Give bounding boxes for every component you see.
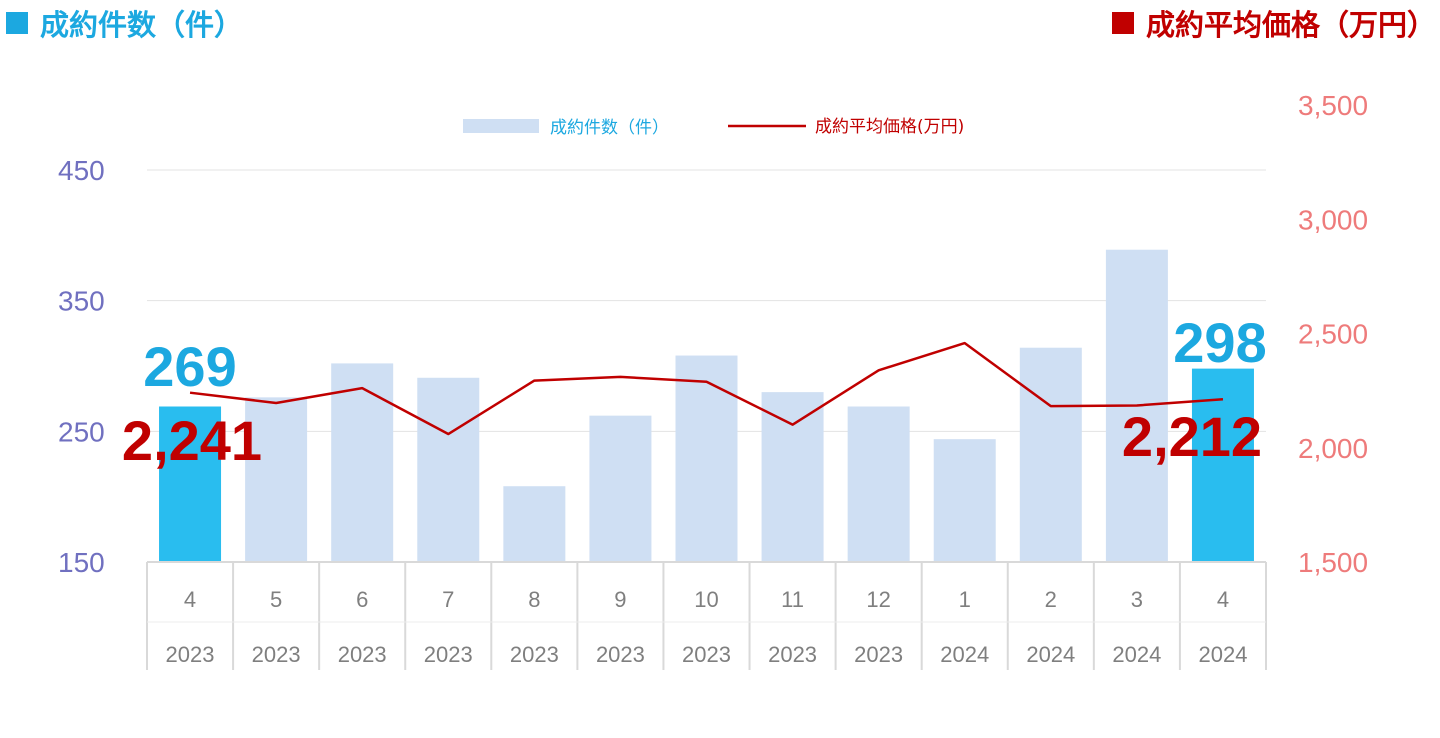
x-tick-month: 9 xyxy=(614,587,626,612)
x-tick-year: 2023 xyxy=(768,642,817,667)
x-tick-year: 2023 xyxy=(854,642,903,667)
right-axis: 3,500 3,000 2,500 2,000 1,500 xyxy=(1298,90,1368,578)
x-tick-year: 2023 xyxy=(682,642,731,667)
last-count-label: 298 xyxy=(1173,311,1266,374)
right-axis-title-text: 成約平均価格（万円） xyxy=(1145,8,1436,42)
right-tick-label: 3,500 xyxy=(1298,90,1368,121)
right-axis-title: 成約平均価格（万円） xyxy=(1111,2,1436,44)
x-tick-year: 2024 xyxy=(1026,642,1075,667)
legend: 成約件数（件） 成約平均価格(万円) xyxy=(463,117,964,138)
bar xyxy=(847,406,910,562)
bar xyxy=(933,439,996,562)
x-axis: 4 2023 5 2023 6 2023 7 2023 8 2023 9 2023 10 2023 11 20… xyxy=(146,561,1267,670)
x-tick-year: 2023 xyxy=(424,642,473,667)
x-tick-year: 2024 xyxy=(1198,642,1247,667)
left-tick-label: 350 xyxy=(58,286,105,317)
x-tick-year: 2023 xyxy=(338,642,387,667)
x-tick-year: 2024 xyxy=(940,642,989,667)
x-tick-month: 1 xyxy=(959,587,971,612)
x-tick-month: 10 xyxy=(694,587,718,612)
x-tick-month: 11 xyxy=(781,587,804,612)
x-tick-month: 4 xyxy=(184,587,196,612)
square-marker-icon xyxy=(6,12,28,34)
bar xyxy=(331,363,394,562)
square-marker-icon xyxy=(1111,12,1134,34)
line-series xyxy=(189,341,1224,436)
left-axis-title: 成約件数（件） xyxy=(6,2,243,44)
legend-label-line: 成約平均価格(万円) xyxy=(815,117,964,137)
x-tick-year: 2023 xyxy=(166,642,215,667)
right-tick-label: 1,500 xyxy=(1298,547,1368,578)
left-tick-label: 250 xyxy=(58,416,105,447)
x-tick-month: 2 xyxy=(1045,587,1057,612)
price-line xyxy=(189,341,1224,436)
x-tick-month: 5 xyxy=(270,587,282,612)
x-tick-month: 12 xyxy=(866,587,890,612)
bar xyxy=(761,392,824,562)
x-tick-year: 2023 xyxy=(252,642,301,667)
last-price-label: 2,212 xyxy=(1122,405,1262,468)
legend-label-bar: 成約件数（件） xyxy=(550,118,669,138)
left-tick-label: 150 xyxy=(58,547,105,578)
x-tick-year: 2024 xyxy=(1112,642,1161,667)
x-tick-month: 8 xyxy=(528,587,540,612)
left-tick-label: 450 xyxy=(58,155,105,186)
right-tick-label: 3,000 xyxy=(1298,204,1368,235)
left-axis-title-text: 成約件数（件） xyxy=(40,8,244,42)
bar xyxy=(159,406,222,562)
x-tick-month: 7 xyxy=(442,587,454,612)
x-tick-month: 6 xyxy=(356,587,368,612)
first-count-label: 269 xyxy=(143,335,236,398)
bar xyxy=(675,355,738,562)
x-tick-year: 2023 xyxy=(510,642,559,667)
bar xyxy=(503,486,566,562)
x-tick-month: 3 xyxy=(1131,587,1143,612)
right-tick-label: 2,000 xyxy=(1298,433,1368,464)
bar xyxy=(589,415,652,562)
x-tick-month: 4 xyxy=(1217,587,1229,612)
x-tick-year: 2023 xyxy=(596,642,645,667)
bar xyxy=(417,377,480,562)
legend-swatch-bar xyxy=(463,119,539,133)
first-price-label: 2,241 xyxy=(122,409,262,472)
annotations: 269 2,241 298 2,212 xyxy=(122,311,1267,472)
right-tick-label: 2,500 xyxy=(1298,319,1368,350)
bar xyxy=(245,397,308,562)
bar xyxy=(1019,347,1082,562)
left-axis: 450 350 250 150 xyxy=(58,155,105,578)
